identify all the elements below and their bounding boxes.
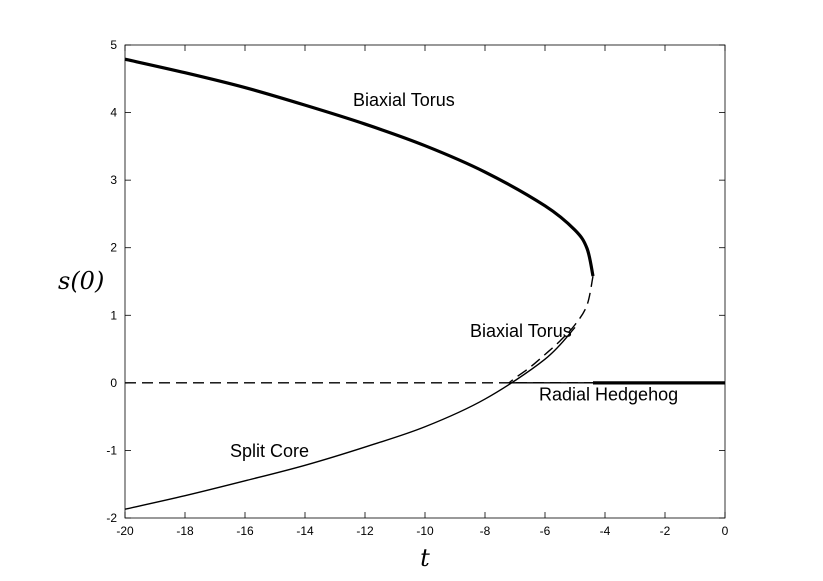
annotation-label: Biaxial Torus	[470, 321, 572, 341]
y-tick-label: 5	[110, 38, 117, 52]
x-tick-label: -14	[296, 524, 314, 538]
y-tick-label: 4	[110, 106, 117, 120]
x-tick-label: -20	[116, 524, 134, 538]
y-tick-label: 0	[110, 376, 117, 390]
biaxial-torus-stable-line	[124, 57, 595, 277]
y-axis-label: s(0)	[58, 267, 104, 295]
x-tick-label: -6	[540, 524, 551, 538]
x-axis-label: t	[420, 544, 430, 572]
y-tick-label: -2	[106, 511, 117, 525]
annotation-label: Split Core	[230, 441, 309, 461]
split-core-line	[124, 326, 576, 510]
annotation-label: Biaxial Torus	[353, 90, 455, 110]
annotation-label: Radial Hedgehog	[539, 384, 678, 404]
y-tick-label: 3	[110, 173, 117, 187]
annotations: Biaxial Torus Biaxial Torus Radial Hedgeho…	[230, 90, 678, 461]
x-tick-label: -8	[480, 524, 491, 538]
y-tick-label: 2	[110, 241, 117, 255]
series	[124, 57, 725, 510]
x-tick-label: -10	[416, 524, 434, 538]
x-tick-label: 0	[722, 524, 729, 538]
x-tick-label: -2	[660, 524, 671, 538]
y-tick-label: -1	[106, 443, 117, 457]
y-tick-label: 1	[110, 308, 117, 322]
x-tick-label: -18	[176, 524, 194, 538]
ticks	[124, 44, 726, 519]
x-tick-label: -12	[356, 524, 374, 538]
plot-frame	[124, 44, 726, 519]
x-tick-label: -16	[236, 524, 254, 538]
x-tick-label: -4	[600, 524, 611, 538]
